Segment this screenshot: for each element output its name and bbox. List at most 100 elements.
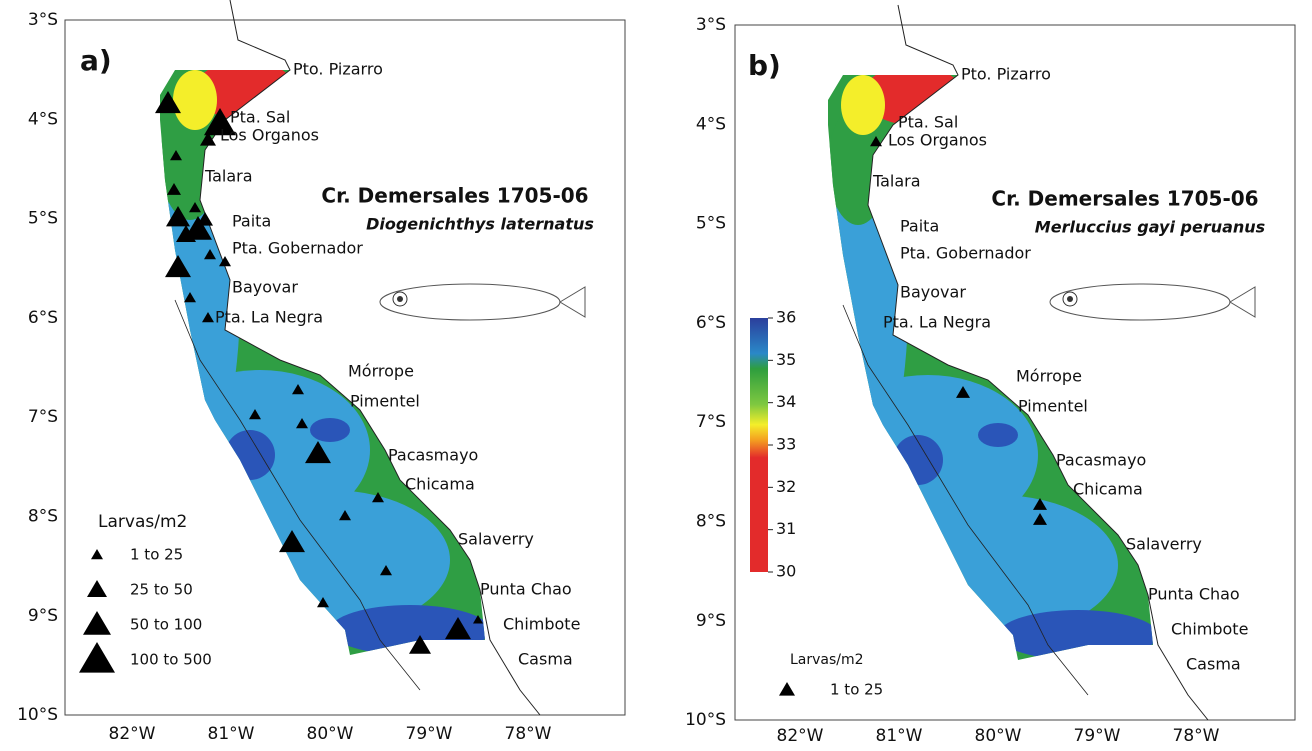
place-name: Casma <box>1186 655 1241 674</box>
place-name: Pto. Pizarro <box>293 60 383 79</box>
place-name: Pacasmayo <box>388 446 478 465</box>
place-name: Pta. Sal <box>230 108 290 127</box>
lon-label: 78°W <box>1173 726 1220 746</box>
colorbar-label: 34 <box>776 392 796 411</box>
place-name: Casma <box>518 650 573 669</box>
lon-label: 80°W <box>307 724 354 744</box>
colorbar-label: 30 <box>776 562 796 581</box>
place-name: Mórrope <box>348 362 414 381</box>
lat-label: 4°S <box>696 114 726 134</box>
panel-b <box>734 5 1296 721</box>
place-name: Salaverry <box>1126 535 1202 554</box>
fish-drawing <box>1049 283 1256 321</box>
lat-label: 7°S <box>696 412 726 432</box>
panel-letter: b) <box>748 49 781 82</box>
lon-label: 78°W <box>505 724 552 744</box>
colorbar-label: 33 <box>776 435 796 454</box>
station-marker <box>79 642 115 673</box>
legend-title: Larvas/m2 <box>98 512 187 532</box>
frame <box>64 19 626 716</box>
station-marker <box>317 597 329 608</box>
station-marker <box>197 212 213 226</box>
colorbar <box>750 318 768 572</box>
station-marker <box>409 635 431 654</box>
station-marker <box>167 183 181 195</box>
colorbar-label: 36 <box>776 308 796 327</box>
station-marker <box>380 565 392 576</box>
place-name: Chicama <box>1073 480 1143 499</box>
legend-item: 1 to 25 <box>830 681 883 699</box>
station-marker <box>184 292 196 303</box>
place-name: Pacasmayo <box>1056 451 1146 470</box>
station-marker <box>202 312 214 323</box>
station-marker <box>204 108 236 136</box>
station-marker <box>292 384 304 395</box>
station-marker <box>305 441 331 464</box>
place-name: Pto. Pizarro <box>961 65 1051 84</box>
station-marker <box>165 255 191 278</box>
species-name: Diogenichthys laternatus <box>366 215 594 234</box>
map-title: Cr. Demersales 1705-06 <box>991 187 1258 211</box>
lon-label: 81°W <box>876 726 923 746</box>
lat-label: 6°S <box>28 308 58 328</box>
place-name: Punta Chao <box>1148 585 1240 604</box>
lat-label: 3°S <box>696 15 726 35</box>
lon-label: 82°W <box>109 724 156 744</box>
species-name: Merluccius gayi peruanus <box>1035 218 1265 237</box>
place-name: Pta. La Negra <box>883 313 991 332</box>
frame <box>734 24 1296 721</box>
station-marker <box>249 409 261 420</box>
lat-label: 8°S <box>28 507 58 527</box>
lon-label: 82°W <box>777 726 824 746</box>
station-marker <box>91 549 103 560</box>
place-name: Pta. La Negra <box>215 308 323 327</box>
lon-label: 81°W <box>208 724 255 744</box>
legend-item: 25 to 50 <box>130 581 193 599</box>
station-marker <box>296 418 308 429</box>
station-marker <box>166 206 190 227</box>
legend-title: Larvas/m2 <box>790 652 864 668</box>
station-marker <box>87 580 107 597</box>
lat-label: 10°S <box>685 710 726 730</box>
place-name: Pimentel <box>350 392 420 411</box>
colorbar-label: 35 <box>776 350 796 369</box>
stations <box>155 91 1047 654</box>
place-name: Pta. Gobernador <box>900 244 1031 263</box>
station-marker <box>1033 513 1047 525</box>
place-name: Talara <box>872 172 921 191</box>
colorbar-label: 31 <box>776 519 796 538</box>
lat-label: 3°S <box>28 10 58 30</box>
lat-label: 4°S <box>28 109 58 129</box>
station-marker <box>870 136 882 147</box>
station-marker <box>176 225 196 242</box>
station-marker <box>279 530 305 553</box>
lat-label: 9°S <box>28 606 58 626</box>
lat-label: 10°S <box>17 705 58 725</box>
map <box>150 0 540 715</box>
station-marker <box>956 386 970 398</box>
station-marker <box>83 611 111 635</box>
lat-label: 5°S <box>28 209 58 229</box>
lon-label: 79°W <box>1074 726 1121 746</box>
map-title: Cr. Demersales 1705-06 <box>321 184 588 208</box>
panel-letter: a) <box>80 44 112 77</box>
lat-label: 8°S <box>696 512 726 532</box>
place-name: Salaverry <box>458 530 534 549</box>
station-marker <box>204 249 216 260</box>
station-marker <box>219 256 231 267</box>
station-marker <box>445 617 471 640</box>
legend-item: 1 to 25 <box>130 546 183 564</box>
station-marker <box>1033 498 1047 510</box>
station-marker <box>170 150 182 161</box>
place-name: Los Organos <box>888 131 987 150</box>
colorbar-label: 32 <box>776 477 796 496</box>
place-name: Chimbote <box>1171 620 1248 639</box>
lon-label: 80°W <box>975 726 1022 746</box>
legend-item: 100 to 500 <box>130 651 212 669</box>
panel-a <box>64 0 626 716</box>
place-name: Bayovar <box>232 278 298 297</box>
lat-label: 6°S <box>696 313 726 333</box>
place-name: Chicama <box>405 475 475 494</box>
station-marker <box>155 91 181 114</box>
